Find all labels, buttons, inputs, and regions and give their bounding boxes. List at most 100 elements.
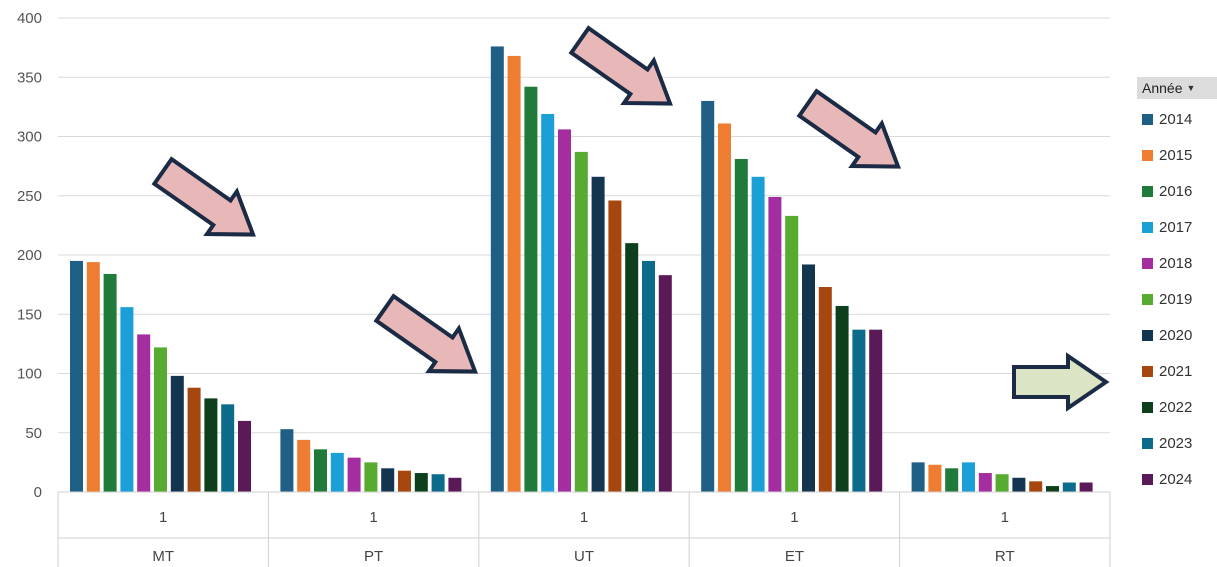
bar-MT-2015 [86,262,100,492]
legend-item-2014[interactable]: 2014 [1137,101,1217,137]
bar-PT-2020 [381,468,395,492]
bar-RT-2023 [1062,482,1076,492]
arrow-right-icon [1012,352,1110,412]
legend-item-2024[interactable]: 2024 [1137,461,1217,497]
legend-label: 2023 [1159,434,1193,452]
legend-label: 2019 [1159,290,1193,308]
bar-PT-2019 [364,462,378,492]
y-tick-label: 150 [17,306,42,323]
legend-filter-button[interactable]: Année ▼ [1137,77,1217,99]
bar-UT-2021 [608,200,622,493]
legend-swatch [1142,113,1153,125]
legend-items: 2014 2015 2016 2017 2018 2019 2020 2021 2022 2023… [1137,101,1217,497]
bar-ET-2019 [785,215,799,492]
arrow-down-right-icon [568,25,673,106]
bar-UT-2019 [574,151,588,492]
legend-label: 2021 [1159,362,1193,380]
bar-UT-2014 [490,46,504,492]
bar-UT-2024 [658,275,672,492]
bar-ET-2014 [701,100,715,492]
bar-RT-2018 [978,473,992,492]
bar-MT-2017 [120,307,134,492]
x-sub-label: 1 [369,509,377,526]
bar-PT-2015 [297,439,311,492]
bar-ET-2015 [718,123,731,492]
bar-ET-2016 [734,159,748,492]
y-tick-label: 350 [17,69,42,86]
legend-item-2018[interactable]: 2018 [1137,245,1217,281]
bar-ET-2020 [802,264,815,492]
arrow-down-right-icon [796,88,901,169]
legend-label: 2022 [1159,398,1193,416]
bar-MT-2019 [154,347,167,492]
legend: Année ▼ 2014 2015 2016 2017 2018 2019 2020 2021… [1137,77,1217,497]
bar-UT-2017 [541,113,555,493]
annotation-arrows [151,25,1110,412]
bar-MT-2022 [204,398,218,492]
x-sub-label: 1 [790,509,798,526]
legend-swatch [1142,473,1153,485]
bar-ET-2018 [768,196,782,492]
bar-RT-2021 [1029,481,1043,492]
x-sub-label: 1 [159,509,167,526]
arrow-down-right-icon [373,293,478,374]
bar-MT-2018 [137,334,151,492]
x-sub-label: 1 [1001,509,1009,526]
x-axis: 1 MT 1 PT 1 UT 1 ET 1 RT [57,491,1111,567]
bar-UT-2016 [524,86,538,492]
bar-ET-2024 [869,329,883,492]
bar-RT-2015 [928,464,942,492]
bar-RT-2022 [1046,486,1059,492]
legend-item-2020[interactable]: 2020 [1137,317,1217,353]
y-tick-label: 400 [17,10,42,27]
bar-UT-2023 [642,260,655,492]
bar-MT-2020 [170,375,184,492]
bar-ET-2017 [751,176,765,493]
x-sub-label: 1 [580,509,588,526]
y-axis: 0 50 100 150 200 250 300 350 400 [17,10,42,501]
legend-title: Année [1142,80,1183,96]
bar-RT-2014 [911,462,925,492]
legend-item-2022[interactable]: 2022 [1137,389,1217,425]
legend-label: 2020 [1159,326,1193,344]
legend-item-2017[interactable]: 2017 [1137,209,1217,245]
bar-MT-2014 [70,260,83,492]
x-category-label: PT [364,548,383,565]
legend-swatch [1142,293,1153,305]
bar-MT-2021 [187,387,201,492]
legend-label: 2018 [1159,254,1193,272]
legend-label: 2017 [1159,218,1193,236]
legend-item-2015[interactable]: 2015 [1137,137,1217,173]
y-tick-label: 300 [17,129,42,146]
y-tick-label: 250 [17,188,42,205]
legend-label: 2015 [1159,146,1193,164]
bar-RT-2024 [1079,482,1093,492]
legend-swatch [1142,257,1153,269]
bar-RT-2020 [1012,477,1026,492]
legend-swatch [1142,365,1153,377]
filter-dropdown-icon: ▼ [1186,83,1196,93]
y-tick-label: 50 [25,425,42,442]
legend-swatch [1142,221,1153,233]
bar-MT-2024 [238,420,251,492]
bar-ET-2023 [852,329,866,492]
bar-PT-2016 [314,449,327,492]
arrow-down-right-icon [151,156,256,237]
legend-label: 2016 [1159,182,1193,200]
bars [70,46,1093,493]
legend-item-2016[interactable]: 2016 [1137,173,1217,209]
bar-MT-2016 [103,273,117,492]
legend-swatch [1142,149,1153,161]
x-category-label: ET [785,548,804,565]
legend-swatch [1142,437,1153,449]
legend-item-2023[interactable]: 2023 [1137,425,1217,461]
legend-item-2021[interactable]: 2021 [1137,353,1217,389]
bar-PT-2023 [431,474,445,492]
bar-UT-2020 [591,176,605,493]
legend-item-2019[interactable]: 2019 [1137,281,1217,317]
bar-RT-2017 [962,462,975,492]
bar-UT-2022 [625,243,639,492]
bar-UT-2018 [558,129,571,492]
bar-ET-2022 [835,305,849,492]
